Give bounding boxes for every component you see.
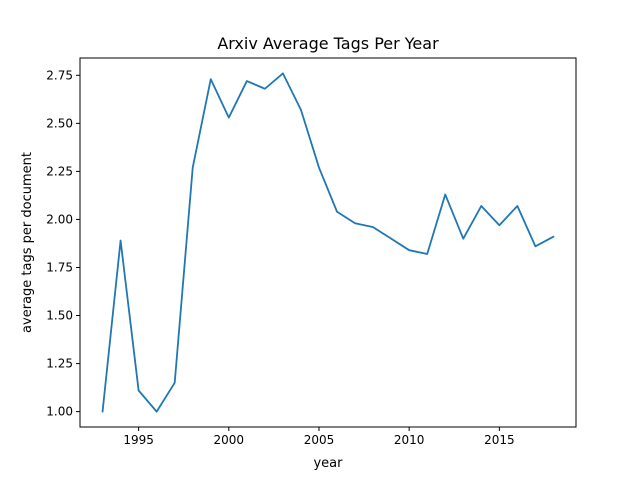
x-axis-label: year [313,456,343,471]
y-tick-label: 1.50 [46,309,73,323]
y-axis-label: average tags per document [20,152,35,333]
y-tick-label: 2.50 [46,116,73,130]
series-line [101,72,555,413]
x-axis: 1995 2000 2005 2010 2015 [123,427,515,447]
x-tick-label: 1995 [123,433,154,447]
series-layer [101,72,555,413]
y-tick-label: 1.75 [46,260,73,274]
chart-title: Arxiv Average Tags Per Year [217,34,439,53]
y-tick-label: 2.00 [46,212,73,226]
y-tick-label: 2.25 [46,164,73,178]
y-tick-label: 2.75 [46,68,73,82]
x-tick-label: 2000 [214,433,245,447]
x-tick-label: 2015 [484,433,515,447]
x-tick-label: 2005 [304,433,335,447]
y-tick-label: 1.00 [46,405,73,419]
plot-frame [79,57,577,428]
y-axis: 1.00 1.25 1.50 1.75 2.00 2.25 2.50 2.75 [46,68,80,419]
x-tick-label: 2010 [394,433,425,447]
y-tick-label: 1.25 [46,357,73,371]
